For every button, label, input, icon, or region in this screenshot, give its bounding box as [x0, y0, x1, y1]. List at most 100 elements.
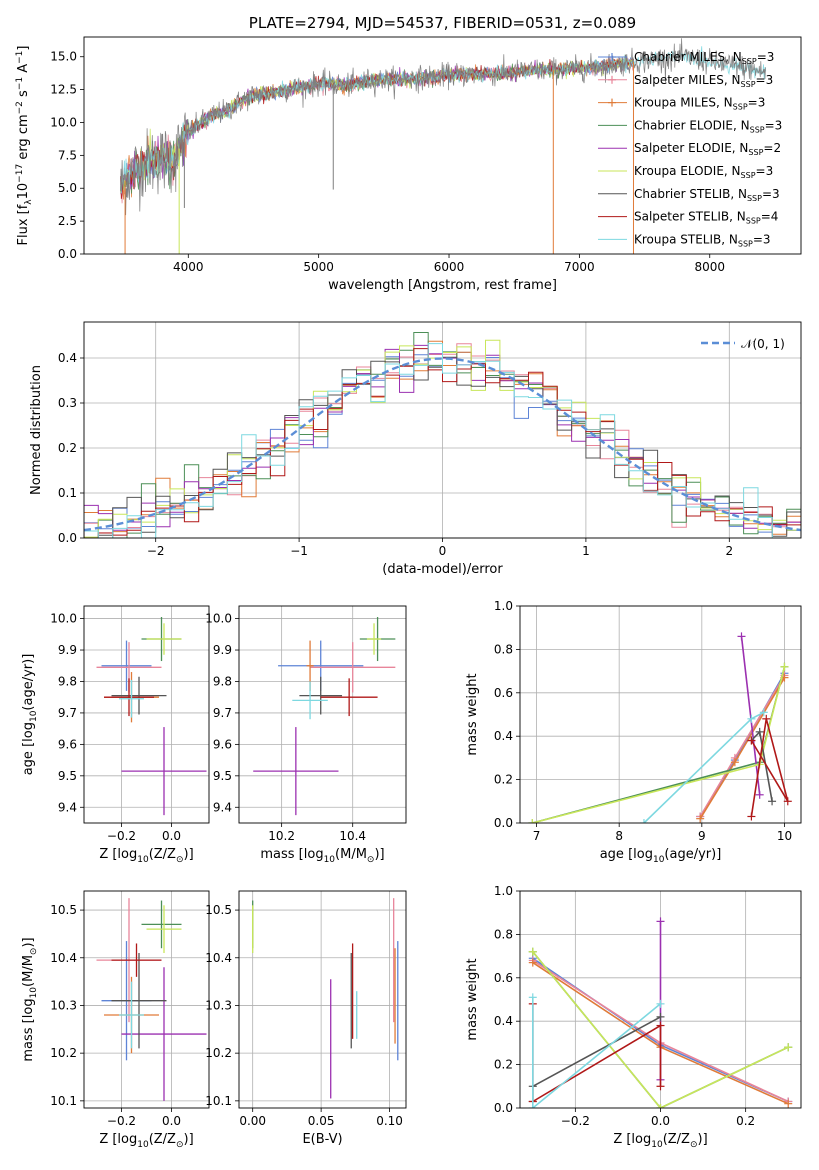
y-tick-label: 12.5: [50, 83, 77, 97]
x-tick-label: −2: [147, 544, 165, 558]
label-part: ]: [16, 46, 31, 51]
y-tick-label: 1.0: [494, 884, 513, 898]
y-tick-label: 9.7: [58, 706, 77, 720]
age_vs_Z-x-axis-label: Z [log10(Z/Z⊙)]: [99, 847, 193, 865]
y-tick-label: 0.2: [494, 1058, 513, 1072]
x-tick-label: 9: [698, 829, 706, 843]
y-tick-label: 9.7: [213, 706, 232, 720]
label-part: A: [16, 64, 31, 77]
y-tick-label: 9.9: [213, 643, 232, 657]
y-tick-label: 0.0: [58, 531, 77, 545]
age_vs_mass-plot-area: [253, 617, 396, 816]
spectrum-y-axis-label: Flux [fλ10−17 erg cm−2 s−1 A−1]: [15, 46, 34, 246]
y-tick-label: 10.3: [205, 998, 232, 1012]
legend-label-n: =3: [757, 50, 775, 64]
legend-label-n: =3: [748, 96, 766, 110]
y-tick-label: 0.3: [58, 396, 77, 410]
legend-label-name: Chabrier ELODIE, N: [634, 118, 750, 132]
legend-label-name: Chabrier STELIB, N: [634, 187, 747, 201]
label-part: λ: [24, 199, 34, 205]
weight_vs_age-y-axis-label: mass weight: [465, 673, 480, 755]
y-tick-label: 9.9: [58, 643, 77, 657]
weight_vs_age-frame: [519, 605, 802, 824]
label-part: Z [log: [613, 1132, 651, 1147]
mass-weight-line: [532, 666, 786, 823]
label-part: 10: [29, 710, 39, 722]
y-tick-label: 1.0: [494, 599, 513, 613]
legend-label: Chabrier MILES, NSSP=3: [634, 50, 774, 66]
y-tick-label: 10.2: [205, 1046, 232, 1060]
y-tick-label: 9.5: [213, 769, 232, 783]
x-tick-label: 0.0: [651, 1114, 670, 1128]
label-part: mass weight: [465, 673, 480, 755]
label-part: )]: [374, 847, 384, 862]
mass_vs_Z-x-axis-label: Z [log10(Z/Z⊙)]: [99, 1132, 193, 1150]
label-part: (M/M: [335, 847, 367, 862]
legend-label-sub: SSP: [741, 171, 756, 180]
legend-label-name: Kroupa STELIB, N: [634, 232, 738, 246]
x-tick-label: −0.2: [561, 1114, 590, 1128]
x-tick-label: 0.00: [239, 1114, 266, 1128]
legend-label-name: Kroupa ELODIE, N: [634, 164, 741, 178]
y-tick-label: 0.4: [494, 729, 513, 743]
label-part: Z [log: [99, 1132, 137, 1147]
label-part: −2: [15, 101, 25, 114]
age_vs_Z-axes: −0.2 0.0 9.4 9.5 9.6 9.7 9.8 9.9 10.0: [50, 606, 209, 843]
y-tick-label: 10.3: [50, 998, 77, 1012]
x-tick-label: 0.05: [308, 1114, 335, 1128]
legend-label-sub: SSP: [742, 57, 757, 66]
label-part: (data-model)/error: [382, 562, 503, 577]
label-part: Z [log: [99, 847, 137, 862]
legend-label-n: =4: [761, 210, 779, 224]
y-tick-label: 0.2: [494, 773, 513, 787]
x-tick-label: 4000: [173, 260, 204, 274]
y-tick-label: 0.0: [494, 1101, 513, 1115]
x-tick-label: 8: [615, 829, 623, 843]
legend-label-sub: SSP: [733, 103, 748, 112]
y-tick-label: 0.6: [494, 971, 513, 985]
legend-label: Salpeter ELODIE, NSSP=2: [634, 141, 781, 157]
label-part: )]: [184, 1132, 194, 1147]
label-part: erg cm: [16, 114, 31, 163]
age_vs_Z-frame: [83, 605, 210, 824]
y-tick-label: 9.6: [213, 737, 232, 751]
x-tick-label: 10.2: [268, 829, 295, 843]
residuals-x-axis-label: (data-model)/error: [382, 562, 503, 577]
legend-label: Kroupa STELIB, NSSP=3: [634, 232, 771, 248]
weight_vs_age-x-axis-label: age [log10(age/yr)]: [600, 847, 722, 865]
legend-label: Chabrier STELIB, NSSP=3: [634, 187, 780, 203]
label-part: (age/yr)]: [21, 654, 36, 711]
label-part: age [log: [600, 847, 653, 862]
mass_vs_Z-y-axis-label: mass [log10(M/M⊙)]: [21, 937, 39, 1061]
legend-label: Salpeter MILES, NSSP=3: [634, 73, 773, 89]
x-tick-label: 0.0: [162, 829, 181, 843]
x-tick-label: −1: [290, 544, 308, 558]
y-tick-label: 2.5: [58, 214, 77, 228]
y-tick-label: 9.8: [58, 674, 77, 688]
legend-label-sub: SSP: [746, 217, 761, 226]
y-tick-label: 0.4: [58, 351, 77, 365]
residuals-y-axis-label: Normed distribution: [29, 365, 44, 495]
mass-weight-line: [532, 997, 662, 1108]
label-part: 10: [653, 855, 665, 865]
spectrum-plot-area: [120, 38, 767, 254]
mass_vs_Z-frame: [83, 890, 210, 1109]
residuals-plot-area: [84, 332, 801, 538]
weight_vs_Z-y-axis-label: mass weight: [465, 958, 480, 1040]
label-part: 10: [324, 855, 336, 865]
label-part: mass weight: [465, 958, 480, 1040]
y-tick-label: 9.4: [58, 800, 77, 814]
label-part: ⊙: [367, 855, 375, 865]
spectrum-x-axis-label: wavelength [Angstrom, rest frame]: [328, 278, 557, 293]
x-tick-label: 10.4: [339, 829, 366, 843]
legend-label-name: Salpeter MILES, N: [634, 73, 741, 87]
legend-label-sub: SSP: [741, 80, 756, 89]
legend-label-n: =3: [756, 73, 774, 87]
weight_vs_Z-plot-area: [528, 917, 793, 1108]
y-tick-label: 10.1: [50, 1094, 77, 1108]
label-part: mass [log: [260, 847, 323, 862]
y-tick-label: 0.4: [494, 1014, 513, 1028]
residuals-frame: [83, 321, 802, 539]
label-part: wavelength [Angstrom, rest frame]: [328, 278, 557, 293]
